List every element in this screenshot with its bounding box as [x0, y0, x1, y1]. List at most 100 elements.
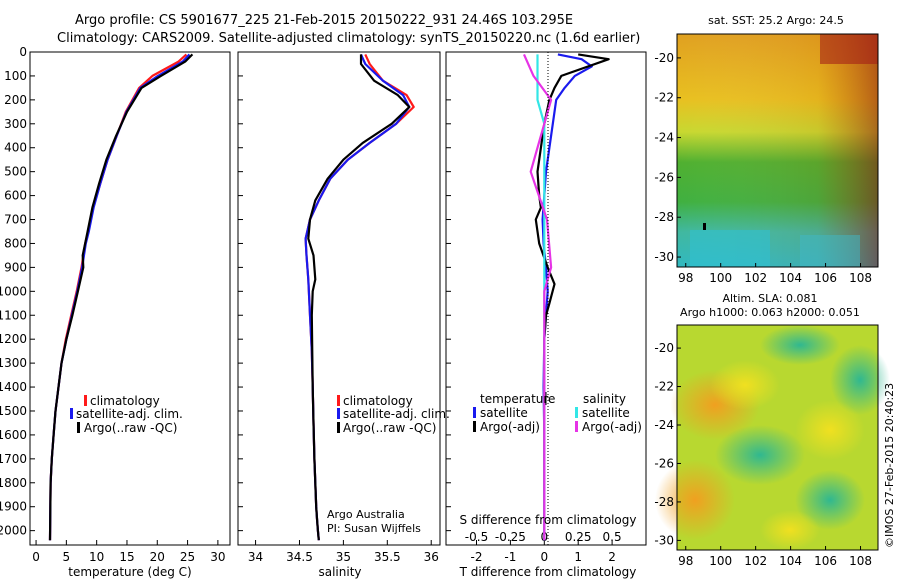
- sla-anomaly: [710, 360, 780, 410]
- x-tick-label: 2: [608, 550, 616, 564]
- x-tick-label: 30: [210, 550, 225, 564]
- map-y-tick-label: -22: [654, 380, 674, 394]
- legend-label-climatology: climatology: [343, 394, 413, 408]
- figure-title-line1: Argo profile: CS 5901677_225 21-Feb-2015…: [75, 13, 573, 28]
- depth-tick-label: 100: [4, 69, 27, 83]
- temperature-plot: 0 5 10 15 20 25 30: [32, 53, 226, 564]
- legend-label-sal-argo: Argo(-adj): [582, 420, 642, 434]
- x-tick-label: -2: [471, 550, 483, 564]
- map-x-tick-label: 98: [678, 554, 693, 568]
- map-x-tick-label: 108: [849, 554, 872, 568]
- map-x-tick-label: 104: [779, 271, 802, 285]
- series-line: [522, 53, 553, 541]
- difference-xlabel-top: S difference from climatology: [460, 513, 637, 527]
- legend-label-sal-satellite: satellite: [582, 406, 630, 420]
- depth-tick-label: 400: [4, 141, 27, 155]
- depth-tick-label: 1800: [0, 476, 27, 490]
- map-x-tick-label: 104: [779, 554, 802, 568]
- salinity-plot: 34 34.5 35 35.5 36: [248, 53, 439, 564]
- map-y-tick-label: -20: [654, 341, 674, 355]
- legend-swatch-climatology: [84, 395, 87, 406]
- temperature-plot-frame: [29, 51, 231, 546]
- depth-tick-label: 700: [4, 213, 27, 227]
- legend-label-satellite: satellite-adj. clim.: [343, 407, 450, 421]
- legend-label-argo: Argo(..raw -QC): [343, 421, 436, 435]
- figure-title-line2: Climatology: CARS2009. Satellite-adjuste…: [57, 31, 640, 46]
- depth-tick-label: 300: [4, 117, 27, 131]
- depth-tick-label: 200: [4, 93, 27, 107]
- salinity-plot-frame: [237, 51, 441, 546]
- sst-cool-patch-2: [800, 235, 860, 267]
- sst-warm-corner: [820, 34, 878, 64]
- map-x-tick-label: 100: [709, 554, 732, 568]
- difference-xlabel-bottom: T difference from climatology: [459, 565, 637, 579]
- map-x-tick-label: 108: [849, 271, 872, 285]
- depth-tick-label: 1200: [0, 332, 27, 346]
- depth-tick-label: 0: [19, 45, 27, 59]
- map-x-tick-label: 106: [814, 554, 837, 568]
- legend-swatch-sal-argo: [575, 421, 578, 432]
- legend-title-temperature: temperature: [480, 392, 555, 406]
- temperature-xlabel: temperature (deg C): [68, 565, 191, 579]
- map-y-tick-label: -24: [654, 418, 674, 432]
- map-y-tick-label: -28: [654, 210, 674, 224]
- legend-swatch-satellite: [337, 408, 340, 419]
- x-top-tick-label: 0.25: [565, 530, 592, 544]
- difference-plot-frame: [445, 51, 647, 546]
- series-line: [304, 53, 411, 541]
- depth-tick-label: 500: [4, 165, 27, 179]
- map-x-tick-label: 102: [744, 271, 767, 285]
- depth-tick-label: 800: [4, 236, 27, 250]
- argo-location-marker: [703, 223, 706, 230]
- map-y-tick-label: -30: [654, 533, 674, 547]
- legend-title-salinity: salinity: [583, 392, 626, 406]
- series-line: [307, 54, 411, 541]
- argo-australia-label: Argo Australia: [327, 508, 405, 521]
- sla-anomaly: [760, 510, 820, 550]
- depth-tick-label: 1900: [0, 500, 27, 514]
- sla-map-title-line1: Altim. SLA: 0.081: [722, 292, 817, 305]
- x-tick-label: 36: [424, 550, 439, 564]
- sla-map-frame: [676, 324, 879, 551]
- x-tick-label: 0: [540, 550, 548, 564]
- sst-map-title: sat. SST: 25.2 Argo: 24.5: [708, 14, 844, 27]
- x-tick-label: 0: [32, 550, 40, 564]
- legend-label-temp-argo: Argo(-adj): [480, 420, 540, 434]
- x-top-tick-label: -0.25: [495, 530, 526, 544]
- map-x-tick-label: 98: [678, 271, 693, 285]
- x-tick-label: 1: [574, 550, 582, 564]
- sla-map-title-line2: Argo h1000: 0.063 h2000: 0.051: [680, 306, 860, 319]
- map-y-tick-label: -20: [654, 51, 674, 65]
- legend-swatch-satellite: [70, 408, 73, 419]
- series-line: [48, 53, 188, 541]
- salinity-legend: climatology satellite-adj. clim. Argo(..…: [327, 394, 450, 535]
- x-tick-label: 15: [119, 550, 134, 564]
- map-y-tick-label: -30: [654, 250, 674, 264]
- map-y-tick-label: -24: [654, 131, 674, 145]
- depth-tick-label: 2000: [0, 524, 27, 538]
- sst-map: [676, 33, 879, 268]
- legend-label-climatology: climatology: [90, 394, 160, 408]
- imos-credit: ©IMOS 27-Feb-2015 20:40:23: [883, 383, 896, 548]
- depth-tick-label: 1100: [0, 308, 27, 322]
- legend-label-argo: Argo(..raw -QC): [84, 421, 177, 435]
- x-tick-label: 34: [248, 550, 263, 564]
- x-tick-label: 34.5: [286, 550, 313, 564]
- x-top-tick-label: -0.5: [465, 530, 488, 544]
- depth-axis: 0 100 200 300 400 500 600 700 800 900 1000 1100 1200…: [0, 45, 451, 538]
- sla-anomaly: [830, 345, 890, 415]
- map-y-tick-label: -22: [654, 91, 674, 105]
- depth-tick-label: 600: [4, 189, 27, 203]
- sla-anomaly: [655, 460, 735, 540]
- legend-swatch-climatology: [337, 395, 340, 406]
- depth-tick-label: 1700: [0, 452, 27, 466]
- x-tick-label: 20: [150, 550, 165, 564]
- x-tick-label: 10: [89, 550, 104, 564]
- sla-anomaly: [795, 470, 865, 530]
- map-x-tick-label: 100: [709, 271, 732, 285]
- legend-swatch-argo: [77, 422, 80, 433]
- x-tick-label: -1: [504, 550, 516, 564]
- depth-tick-label: 1500: [0, 404, 27, 418]
- x-tick-label: 5: [63, 550, 71, 564]
